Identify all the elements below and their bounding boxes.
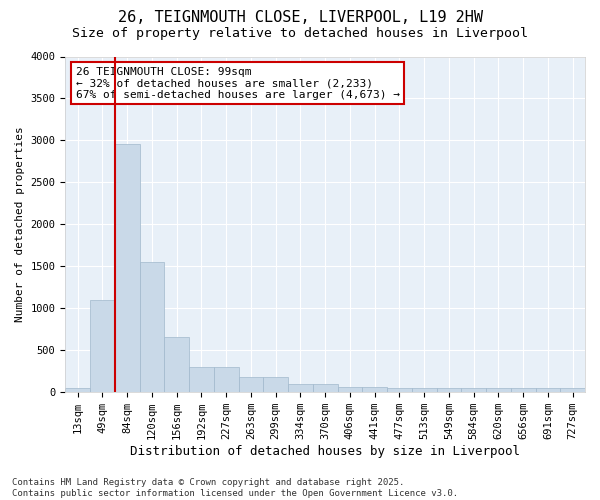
Bar: [90, 300, 115, 392]
Bar: [288, 384, 313, 392]
Bar: [461, 388, 486, 392]
Text: Contains HM Land Registry data © Crown copyright and database right 2025.
Contai: Contains HM Land Registry data © Crown c…: [12, 478, 458, 498]
Bar: [313, 384, 338, 392]
Bar: [189, 366, 214, 392]
Bar: [560, 388, 585, 392]
Text: Size of property relative to detached houses in Liverpool: Size of property relative to detached ho…: [72, 28, 528, 40]
X-axis label: Distribution of detached houses by size in Liverpool: Distribution of detached houses by size …: [130, 444, 520, 458]
Bar: [536, 388, 560, 392]
Bar: [338, 387, 362, 392]
Bar: [65, 388, 90, 392]
Bar: [412, 388, 437, 392]
Text: 26, TEIGNMOUTH CLOSE, LIVERPOOL, L19 2HW: 26, TEIGNMOUTH CLOSE, LIVERPOOL, L19 2HW: [118, 10, 482, 25]
Bar: [115, 144, 140, 392]
Bar: [214, 366, 239, 392]
Bar: [511, 388, 536, 392]
Y-axis label: Number of detached properties: Number of detached properties: [15, 126, 25, 322]
Bar: [263, 377, 288, 392]
Bar: [486, 388, 511, 392]
Bar: [387, 388, 412, 392]
Text: 26 TEIGNMOUTH CLOSE: 99sqm
← 32% of detached houses are smaller (2,233)
67% of s: 26 TEIGNMOUTH CLOSE: 99sqm ← 32% of deta…: [76, 66, 400, 100]
Bar: [164, 337, 189, 392]
Bar: [140, 262, 164, 392]
Bar: [437, 388, 461, 392]
Bar: [362, 387, 387, 392]
Bar: [239, 377, 263, 392]
